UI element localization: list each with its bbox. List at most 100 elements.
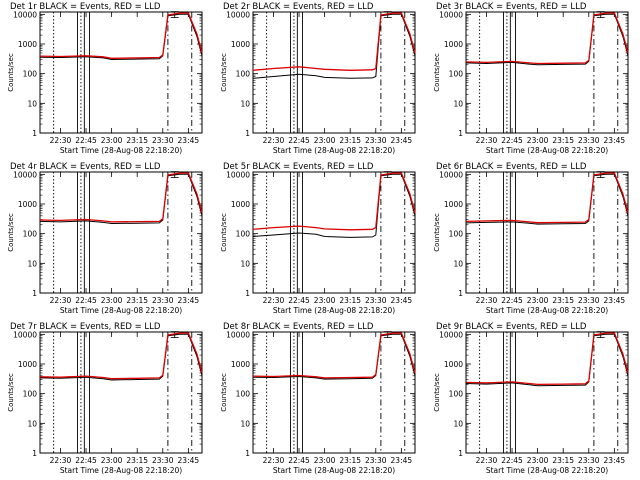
y-tick-label: 100 — [236, 230, 251, 239]
y-tick-label: 10000 — [439, 330, 463, 339]
x-tick-label: 23:00 — [527, 456, 549, 465]
x-tick-label: 22:30 — [476, 136, 498, 145]
y-tick-label: 1 — [32, 129, 37, 138]
lld-series-line — [252, 172, 416, 231]
x-tick-label: 22:30 — [50, 136, 72, 145]
x-axis-label: Start Time (28-Aug-08 22:18:20) — [60, 146, 182, 155]
x-tick-label: 22:45 — [75, 296, 97, 305]
chart-panel: Det 5r BLACK = Events, RED = LLD 1 10 100 10… — [220, 162, 416, 315]
x-axis-label: Start Time (28-Aug-08 22:18:20) — [486, 466, 608, 475]
events-series-line — [465, 333, 629, 387]
x-tick-label: 22:30 — [263, 136, 285, 145]
y-tick-label: 1 — [245, 449, 250, 458]
y-tick-label: 10 — [240, 419, 250, 428]
chart-panel: Det 2r BLACK = Events, RED = LLD 1 10 100 10… — [220, 2, 416, 155]
x-tick-label: 23:15 — [552, 136, 574, 145]
x-tick-label: 23:15 — [126, 136, 148, 145]
y-tick-label: 1 — [458, 129, 463, 138]
y-tick-label: 10 — [453, 419, 463, 428]
y-axis-label: Counts/sec — [433, 213, 441, 252]
plot-frame — [39, 11, 203, 134]
x-tick-label: 23:00 — [314, 136, 336, 145]
events-series-line — [252, 333, 416, 380]
x-axis-label: Start Time (28-Aug-08 22:18:20) — [273, 466, 395, 475]
x-tick-label: 23:30 — [578, 456, 600, 465]
x-tick-label: 23:00 — [314, 456, 336, 465]
x-tick-label: 23:15 — [126, 296, 148, 305]
y-tick-label: 100 — [23, 390, 38, 399]
lld-series-line — [465, 332, 629, 386]
x-tick-label: 22:45 — [501, 296, 523, 305]
y-axis-label: Counts/sec — [220, 53, 228, 92]
y-tick-label: 10000 — [226, 170, 250, 179]
x-tick-label: 23:00 — [101, 296, 123, 305]
y-tick-label: 1 — [458, 449, 463, 458]
y-tick-label: 10 — [453, 259, 463, 268]
y-tick-label: 1000 — [231, 360, 250, 369]
chart-panel: Det 1r BLACK = Events, RED = LLD 1 10 100 10… — [7, 2, 203, 155]
y-axis-label: Counts/sec — [220, 373, 228, 412]
x-tick-label: 23:30 — [365, 136, 387, 145]
chart-title: Det 4r BLACK = Events, RED = LLD — [10, 162, 161, 172]
x-tick-label: 23:15 — [339, 296, 361, 305]
y-tick-label: 1 — [32, 289, 37, 298]
plot-frame — [252, 331, 416, 454]
x-tick-label: 22:30 — [476, 296, 498, 305]
x-tick-label: 23:45 — [391, 296, 413, 305]
events-series-line — [465, 173, 629, 225]
x-tick-label: 23:45 — [391, 456, 413, 465]
x-tick-label: 22:45 — [288, 296, 310, 305]
x-tick-label: 22:45 — [288, 456, 310, 465]
x-axis-label: Start Time (28-Aug-08 22:18:20) — [486, 146, 608, 155]
x-tick-label: 22:45 — [75, 136, 97, 145]
x-tick-label: 23:30 — [578, 136, 600, 145]
x-tick-label: 23:30 — [152, 296, 174, 305]
y-tick-label: 10 — [240, 259, 250, 268]
y-tick-label: 1000 — [18, 200, 37, 209]
y-tick-label: 1 — [458, 289, 463, 298]
x-tick-label: 22:30 — [50, 296, 72, 305]
y-tick-label: 1000 — [231, 40, 250, 49]
y-tick-label: 10000 — [226, 10, 250, 19]
y-tick-label: 10 — [27, 419, 37, 428]
y-tick-label: 100 — [449, 390, 464, 399]
x-tick-label: 23:00 — [101, 136, 123, 145]
x-tick-label: 23:15 — [126, 456, 148, 465]
y-tick-label: 1 — [245, 289, 250, 298]
y-tick-label: 10000 — [439, 10, 463, 19]
y-tick-label: 10 — [453, 99, 463, 108]
x-axis-label: Start Time (28-Aug-08 22:18:20) — [273, 306, 395, 315]
x-tick-label: 23:45 — [178, 296, 200, 305]
x-axis-label: Start Time (28-Aug-08 22:18:20) — [60, 466, 182, 475]
x-tick-label: 23:15 — [339, 456, 361, 465]
plot-frame — [252, 171, 416, 294]
chart-title: Det 1r BLACK = Events, RED = LLD — [10, 2, 161, 12]
plot-frame — [465, 11, 629, 134]
x-tick-label: 23:30 — [578, 296, 600, 305]
y-tick-label: 10000 — [226, 330, 250, 339]
y-tick-label: 10 — [240, 99, 250, 108]
lld-series-line — [252, 12, 416, 71]
plot-frame — [465, 171, 629, 294]
y-tick-label: 1000 — [444, 200, 463, 209]
events-series-line — [39, 173, 203, 225]
x-tick-label: 22:30 — [263, 456, 285, 465]
y-tick-label: 100 — [236, 70, 251, 79]
events-series-line — [39, 333, 203, 381]
x-tick-label: 23:15 — [552, 296, 574, 305]
chart-title: Det 6r BLACK = Events, RED = LLD — [436, 162, 587, 172]
chart-panel: Det 8r BLACK = Events, RED = LLD 1 10 100 10… — [220, 322, 416, 475]
x-tick-label: 22:30 — [50, 456, 72, 465]
x-tick-label: 23:45 — [604, 136, 626, 145]
y-tick-label: 1000 — [444, 360, 463, 369]
x-tick-label: 22:45 — [288, 136, 310, 145]
y-tick-label: 1000 — [18, 360, 37, 369]
lld-series-line — [465, 172, 629, 224]
x-axis-label: Start Time (28-Aug-08 22:18:20) — [486, 306, 608, 315]
x-tick-label: 22:45 — [75, 456, 97, 465]
y-tick-label: 100 — [23, 70, 38, 79]
plot-frame — [252, 11, 416, 134]
x-tick-label: 23:45 — [604, 456, 626, 465]
x-tick-label: 22:45 — [501, 136, 523, 145]
y-tick-label: 100 — [449, 230, 464, 239]
